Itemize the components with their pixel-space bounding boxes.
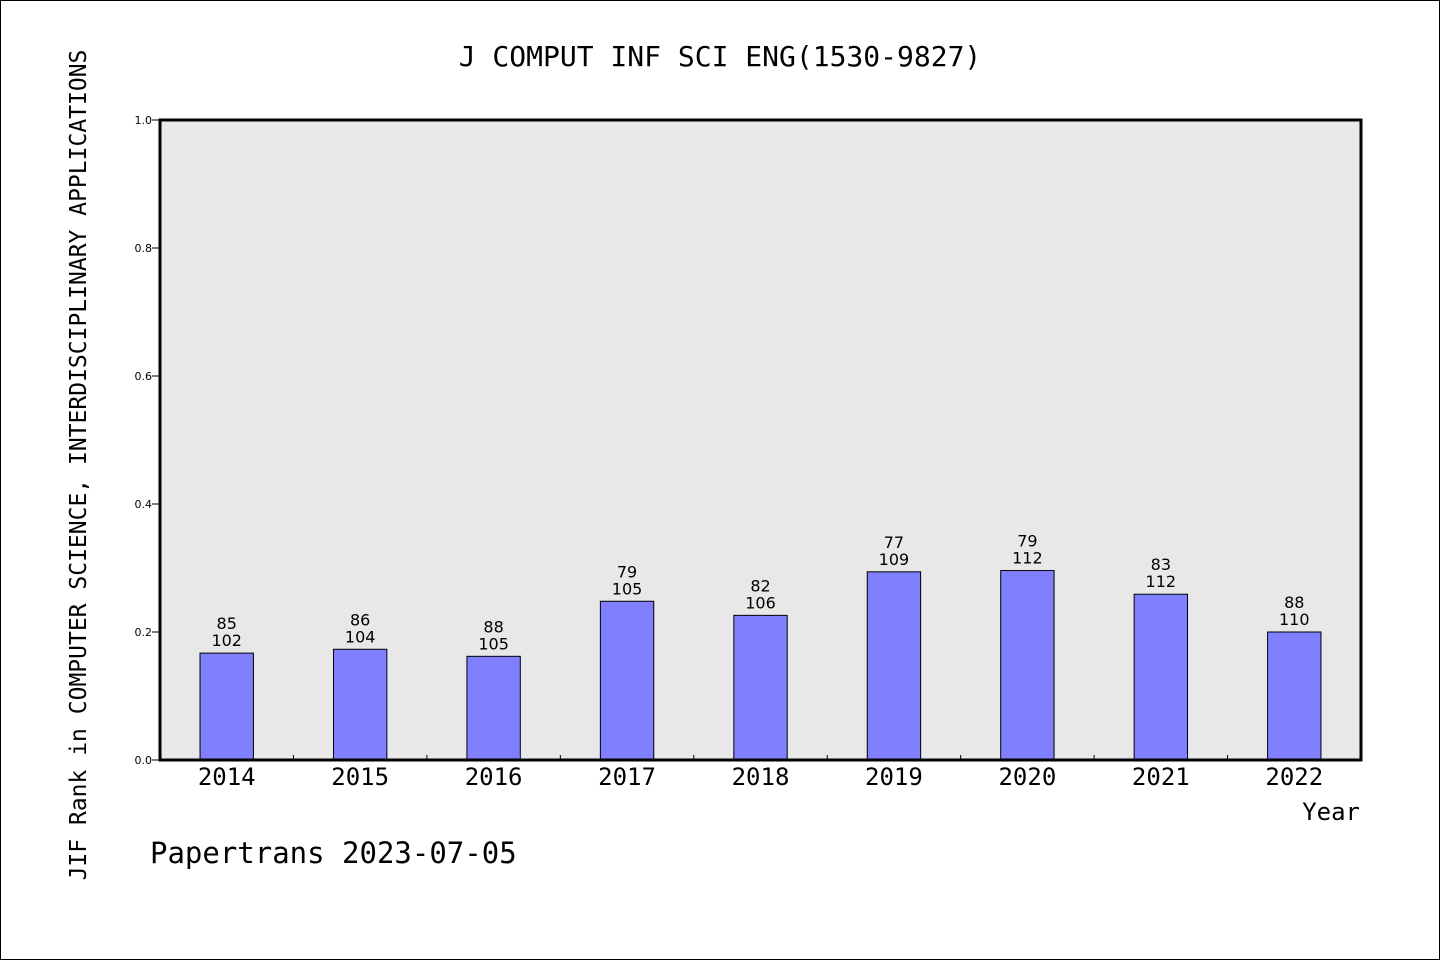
bar-rank-label: 77 xyxy=(884,533,904,552)
y-axis-label: JIF Rank in COMPUTER SCIENCE, INTERDISCI… xyxy=(66,50,92,881)
x-tick-label: 2014 xyxy=(198,763,256,791)
x-tick-label: 2016 xyxy=(465,763,523,791)
bar-total-label: 106 xyxy=(745,593,776,612)
bar-rank-label: 79 xyxy=(617,562,637,581)
x-ticks: 2014 2015 2016 2017 2018 2019 2020 2021 2022 xyxy=(198,755,1323,791)
bar-rank-label: 79 xyxy=(1017,532,1037,551)
bar-2022 xyxy=(1267,631,1322,761)
x-tick-label: 2020 xyxy=(998,763,1056,791)
x-tick-label: 2015 xyxy=(331,763,389,791)
bar-rank-label: 86 xyxy=(350,610,370,629)
bar-2014 xyxy=(199,652,254,761)
y-tick-label: 0.6 xyxy=(135,370,153,383)
x-tick-label: 2021 xyxy=(1132,763,1190,791)
bar-total-label: 105 xyxy=(612,579,643,598)
bar-rank-label: 88 xyxy=(1284,593,1304,612)
bar-rank-label: 85 xyxy=(217,614,237,633)
bar-2015 xyxy=(332,648,388,761)
y-tick-label: 0.4 xyxy=(135,498,153,511)
x-tick-label: 2018 xyxy=(732,763,790,791)
bar-rank-label: 83 xyxy=(1151,555,1171,574)
bar-2019 xyxy=(866,571,922,761)
bar-2018 xyxy=(733,614,788,761)
plot-border xyxy=(158,118,1363,762)
x-tick-label: 2017 xyxy=(598,763,656,791)
x-tick-label: 2019 xyxy=(865,763,923,791)
y-tick-label: 0.2 xyxy=(135,626,153,639)
y-ticks: 0.0 0.2 0.4 0.6 0.8 1.0 xyxy=(135,114,160,767)
bar-total-label: 105 xyxy=(478,634,509,653)
bar-total-label: 109 xyxy=(879,550,910,569)
y-tick-label: 1.0 xyxy=(135,114,153,127)
bar-2021 xyxy=(1133,593,1189,761)
bar-rank-label: 82 xyxy=(750,576,770,595)
bar-total-label: 112 xyxy=(1146,572,1177,591)
bar-2016 xyxy=(466,655,521,761)
bar-total-label: 102 xyxy=(211,631,242,650)
x-axis-label: Year xyxy=(1302,798,1360,826)
bar-total-label: 110 xyxy=(1279,610,1310,629)
chart-title: J COMPUT INF SCI ENG(1530-9827) xyxy=(459,40,982,73)
bar-2020 xyxy=(1000,570,1055,761)
bar-total-label: 112 xyxy=(1012,549,1043,568)
bar-2017 xyxy=(599,600,655,761)
y-tick-label: 0.8 xyxy=(135,242,153,255)
y-tick-label: 0.0 xyxy=(135,754,153,767)
x-tick-label: 2022 xyxy=(1265,763,1323,791)
bar-total-label: 104 xyxy=(345,627,376,646)
footer-credit: Papertrans 2023-07-05 xyxy=(150,836,517,870)
bar-rank-label: 88 xyxy=(483,617,503,636)
